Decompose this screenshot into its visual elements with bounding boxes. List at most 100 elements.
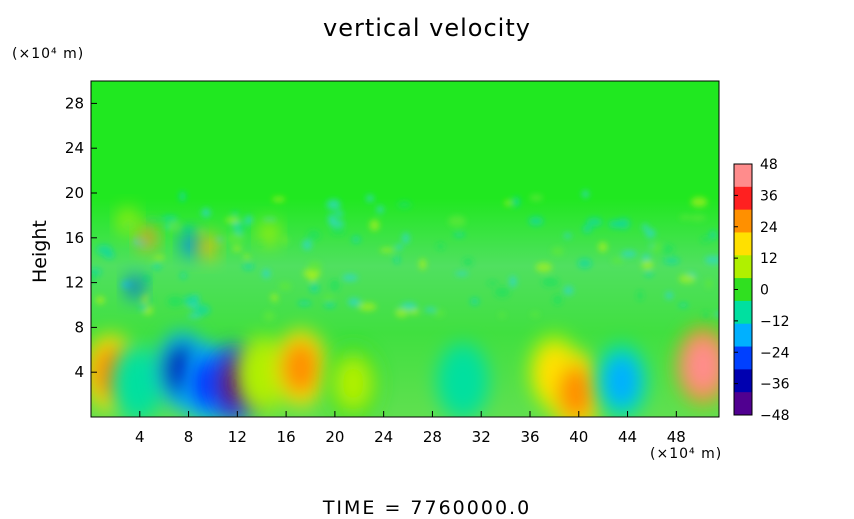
turbulence-patch (234, 223, 249, 231)
turbulence-patch (263, 311, 275, 322)
turbulence-patch (470, 297, 480, 306)
turbulence-patch (641, 260, 654, 270)
feature-core (263, 224, 276, 243)
colorbar-swatch (734, 209, 752, 233)
turbulence-patch (611, 257, 624, 264)
turbulence-patch (494, 287, 510, 298)
turbulence-patch (702, 311, 710, 321)
turbulence-patch (261, 268, 271, 279)
turbulence-patch (183, 295, 200, 305)
x-tick-label: 40 (569, 428, 588, 446)
y-axis: 4 8 12 16 20 24 28 (65, 94, 97, 381)
turbulence-patch (270, 293, 279, 301)
turbulence-patch (448, 215, 466, 227)
turbulence-patch (327, 213, 336, 224)
feature-core (184, 235, 197, 254)
x-tick-label: 48 (667, 428, 686, 446)
turbulence-patch (530, 312, 540, 318)
feature-core (141, 228, 154, 247)
turbulence-patch (529, 194, 543, 202)
turbulence-patch (689, 214, 707, 221)
turbulence-patch (179, 272, 188, 279)
turbulence-patch (678, 302, 689, 308)
turbulence-patch (244, 215, 254, 225)
heatmap-feature (138, 224, 157, 252)
colorbar-swatch (734, 278, 752, 302)
turbulence-patch (225, 217, 240, 223)
heatmap-feature (273, 328, 328, 407)
colorbar-tick-label: 0 (760, 283, 769, 299)
colorbar-tick-label: −36 (760, 377, 790, 393)
x-axis: 4 8 12 16 20 24 28 32 36 40 44 48 (135, 411, 686, 446)
turbulence-patch (167, 296, 184, 307)
x-tick-label: 20 (325, 428, 344, 446)
feature-core (282, 341, 319, 394)
turbulence-patch (161, 215, 178, 222)
colorbar-swatch (734, 300, 752, 325)
colorbar-swatch (734, 346, 752, 370)
turbulence-patch (504, 200, 512, 206)
feature-core (202, 237, 215, 256)
turbulence-patch (187, 313, 202, 319)
x-tick-label: 8 (184, 428, 194, 446)
heatmap-feature (435, 342, 490, 417)
feature-core (444, 355, 481, 408)
turbulence-patch (152, 262, 162, 270)
turbulence-patch (621, 250, 637, 258)
heatmap-feature (234, 335, 289, 414)
turbulence-patch (178, 191, 186, 202)
turbulence-patch (454, 271, 469, 277)
x-tick-label: 32 (472, 428, 491, 446)
turbulence-patch (297, 300, 312, 306)
turbulence-patch (528, 216, 544, 226)
y-tick-label: 28 (65, 94, 84, 112)
colorbar-swatch (734, 369, 752, 393)
y-tick-label: 8 (74, 318, 84, 336)
y-tick-label: 20 (65, 184, 84, 202)
feature-core (119, 357, 156, 410)
turbulence-patch (678, 274, 696, 284)
turbulence-patch (148, 258, 164, 263)
turbulence-patch (397, 200, 412, 209)
y-axis-label: Height (29, 220, 51, 283)
turbulence-patch (243, 254, 251, 260)
turbulence-patch (232, 246, 243, 252)
heatmap-feature (594, 342, 649, 417)
y-tick-label: 16 (65, 229, 84, 247)
turbulence-patch (309, 282, 320, 293)
feature-core (685, 339, 719, 392)
y-tick-label: 4 (74, 363, 84, 381)
colorbar-tick-label: −12 (760, 314, 790, 330)
turbulence-patch (326, 199, 341, 211)
turbulence-patch (644, 270, 654, 277)
turbulence-patch (140, 273, 153, 284)
turbulence-patch (103, 250, 115, 260)
turbulence-patch (393, 255, 400, 265)
y-axis-unit: (×10⁴ m) (12, 46, 85, 62)
turbulence-patch (358, 302, 377, 312)
turbulence-patch (436, 242, 445, 250)
heatmap-feature (326, 344, 381, 417)
turbulence-patch (508, 275, 517, 288)
turbulence-patch (272, 196, 286, 202)
turbulence-patch (144, 216, 162, 224)
turbulence-patch (395, 244, 403, 251)
turbulence-patch (487, 280, 498, 286)
turbulence-patch (395, 307, 409, 318)
turbulence-patch (323, 302, 336, 309)
plot-frame (90, 80, 720, 418)
x-tick-label: 28 (423, 428, 442, 446)
heatmap-feature (118, 207, 137, 235)
turbulence-patch (193, 304, 211, 316)
turbulence-patch (215, 236, 223, 244)
turbulence-patch (665, 291, 674, 300)
feature-core (243, 348, 280, 401)
turbulence-patch (700, 236, 710, 243)
turbulence-patch (307, 260, 322, 272)
turbulence-patch (424, 307, 437, 313)
heatmap-feature (181, 231, 200, 259)
colorbar-tick-label: 48 (760, 157, 778, 173)
x-tick-label: 24 (374, 428, 393, 446)
turbulence-patch (650, 242, 664, 253)
heatmap-feature (549, 353, 604, 417)
